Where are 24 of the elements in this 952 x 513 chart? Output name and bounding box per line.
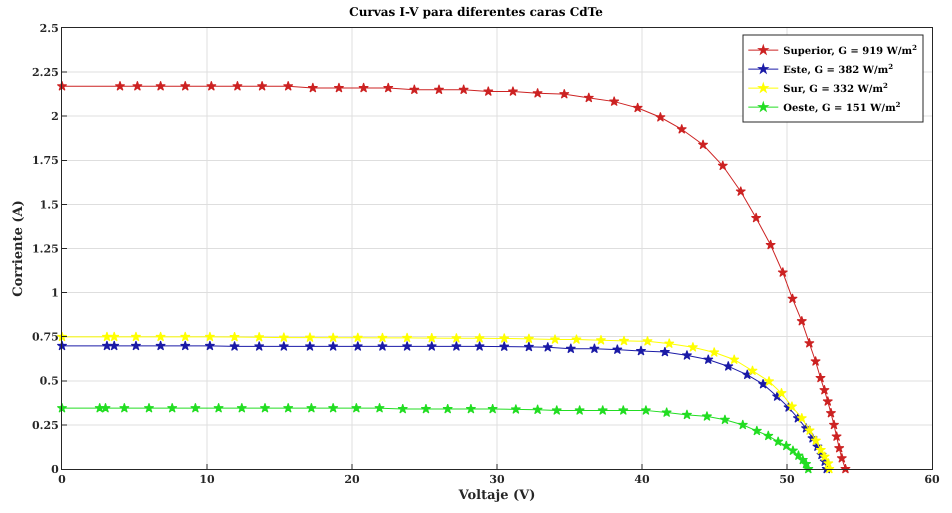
x-tick-label: 60 xyxy=(924,473,940,486)
y-tick-label: 2.5 xyxy=(40,22,59,35)
x-axis-title: Voltaje (V) xyxy=(458,488,536,503)
legend-label: Sur, G = 332 W/m$^{2}$ xyxy=(783,80,888,96)
y-tick-label: 0.5 xyxy=(40,374,59,388)
chart-title: Curvas I-V para diferentes caras CdTe xyxy=(349,5,604,20)
x-tick-label: 50 xyxy=(779,473,795,486)
y-tick-label: 2 xyxy=(51,110,59,124)
x-tick-label: 10 xyxy=(199,473,215,486)
legend-label: Superior, G = 919 W/m$^{2}$ xyxy=(783,42,918,58)
y-tick-label: 1.25 xyxy=(32,242,59,256)
y-tick-label: 2.25 xyxy=(32,66,59,79)
y-tick-label: 1.75 xyxy=(32,154,59,168)
y-tick-label: 0.75 xyxy=(32,330,59,344)
y-tick-label: 1 xyxy=(51,286,59,300)
x-tick-label: 40 xyxy=(634,473,650,486)
y-tick-label: 0 xyxy=(51,462,60,476)
y-tick-label: 0.25 xyxy=(32,418,59,432)
legend-label: Oeste, G = 151 W/m$^{2}$ xyxy=(783,100,901,114)
legend-label: Este, G = 382 W/m$^{2}$ xyxy=(783,62,894,76)
y-axis-title: Corriente (A) xyxy=(10,200,26,297)
x-tick-label: 20 xyxy=(344,473,360,486)
x-tick-label: 30 xyxy=(489,473,505,486)
y-tick-label: 1.5 xyxy=(40,198,59,212)
